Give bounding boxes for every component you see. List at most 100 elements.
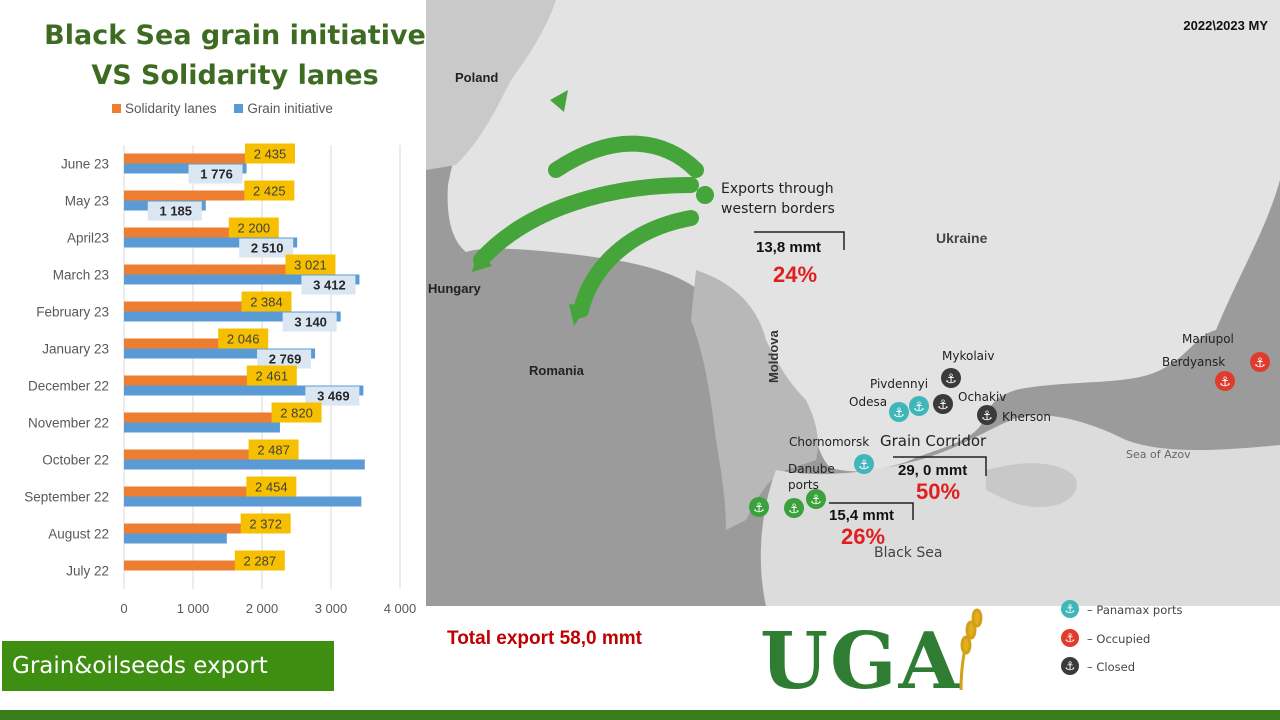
- export-origin-dot: [696, 186, 714, 204]
- data-label-bg-solidarity: [246, 365, 297, 386]
- svg-text:⚓: ⚓: [810, 493, 822, 508]
- category-label: December 22: [28, 379, 109, 394]
- legend-occupied: – Occupied: [1087, 632, 1150, 646]
- corridor-value: 29, 0 mmt: [898, 462, 967, 479]
- bar-chart: 0 1 000 2 000 3 000 4 000 June 23 1 776 2 435 Ma…: [24, 143, 416, 616]
- data-label-bg-solidarity: [248, 439, 299, 460]
- crimea-shape: [986, 463, 1077, 508]
- bar-solidarity-lanes: [124, 153, 293, 164]
- data-label-bg-solidarity: [245, 143, 296, 164]
- bar-grain-initiative: [124, 533, 227, 544]
- anchor-icon: ⚓: [784, 498, 804, 518]
- ukraine-map: Poland Hungary Romania Ukraine Moldova E…: [426, 0, 1280, 710]
- bar-solidarity-lanes: [124, 264, 333, 275]
- legend-label-solidarity: Solidarity lanes: [125, 101, 217, 116]
- svg-text:⚓: ⚓: [753, 501, 765, 516]
- danube-pct: 26%: [841, 524, 885, 549]
- anchor-icon: ⚓: [1061, 629, 1079, 647]
- svg-text:⚓: ⚓: [788, 502, 800, 517]
- data-label-solidarity: 2 372: [249, 517, 282, 532]
- svg-text:⚓: ⚓: [1065, 631, 1076, 645]
- anchor-icon: ⚓: [749, 497, 769, 517]
- label-kherson: Kherson: [1002, 410, 1051, 424]
- bar-solidarity-lanes: [124, 523, 288, 534]
- export-arrowhead-poland: [550, 90, 568, 112]
- data-label-solidarity: 2 425: [253, 184, 286, 199]
- bar-grain-initiative: [124, 237, 298, 248]
- bar-solidarity-lanes: [124, 190, 292, 201]
- data-label-solidarity: 2 454: [255, 480, 288, 495]
- x-tick-label: 0: [120, 601, 127, 616]
- data-label-bg-grain: [301, 275, 356, 295]
- bar-grain-initiative: [124, 385, 364, 396]
- category-label: August 22: [48, 527, 109, 542]
- data-label-bg-grain: [282, 312, 337, 332]
- data-label-bg-solidarity: [246, 476, 297, 497]
- data-label-grain: 3 140: [294, 315, 327, 330]
- anchor-icon: ⚓: [933, 394, 953, 414]
- data-label-bg-grain: [239, 238, 294, 258]
- label-exports-line2: western borders: [721, 201, 835, 217]
- export-arrowhead-hungary: [472, 250, 492, 272]
- export-arrow-hungary: [473, 177, 699, 268]
- chart-legend: Solidarity lanes Grain initiative: [112, 101, 347, 116]
- export-arrowhead-romania: [569, 304, 588, 326]
- data-label-solidarity: 2 046: [227, 332, 260, 347]
- chart-title: Black Sea grain initiative VS Solidarity…: [30, 16, 440, 96]
- western-pct: 24%: [773, 262, 817, 287]
- svg-text:⚓: ⚓: [937, 398, 949, 413]
- data-label-bg-solidarity: [234, 550, 285, 571]
- data-label-grain: 3 412: [313, 278, 346, 293]
- bar-grain-initiative: [124, 422, 280, 433]
- black-sea-shape: [760, 415, 1280, 606]
- label-romania: Romania: [529, 363, 585, 378]
- corridor-pct: 50%: [916, 479, 960, 504]
- data-label-solidarity: 3 021: [294, 258, 327, 273]
- category-label: March 23: [53, 268, 109, 283]
- period-label: 2022\2023 MY: [1183, 18, 1268, 33]
- corridor-bracket: [893, 456, 987, 476]
- data-label-bg-solidarity: [241, 291, 292, 312]
- label-chornomorsk: Chornomorsk: [789, 435, 869, 449]
- data-label-solidarity: 2 435: [254, 147, 287, 162]
- label-mykolaiv: Mykolaiv: [942, 349, 994, 363]
- category-label: January 23: [42, 342, 109, 357]
- anchor-icon: ⚓: [977, 405, 997, 425]
- label-moldova: Moldova: [766, 330, 781, 383]
- data-label-grain: 1 776: [200, 167, 233, 182]
- western-value: 13,8 mmt: [756, 239, 821, 256]
- category-label: November 22: [28, 416, 109, 431]
- anchor-icon: ⚓: [1250, 352, 1270, 372]
- legend-swatch-solidarity: [112, 104, 121, 113]
- data-label-bg-grain: [257, 349, 312, 369]
- bar-grain-initiative: [124, 311, 341, 322]
- data-label-bg-grain: [305, 386, 360, 406]
- category-label: February 23: [36, 305, 109, 320]
- western-bracket: [754, 231, 845, 250]
- legend-item-solidarity: Solidarity lanes: [112, 101, 217, 116]
- bar-solidarity-lanes: [124, 560, 282, 571]
- data-label-solidarity: 2 820: [280, 406, 313, 421]
- title-line-2: VS Solidarity lanes: [91, 60, 379, 91]
- anchor-icon: ⚓: [806, 489, 826, 509]
- data-label-solidarity: 2 287: [244, 554, 277, 569]
- label-ukraine: Ukraine: [936, 230, 988, 246]
- bar-grain-initiative: [124, 274, 360, 285]
- svg-text:⚓: ⚓: [1065, 602, 1076, 616]
- danube-value: 15,4 mmt: [829, 507, 894, 524]
- anchor-icon: ⚓: [1061, 600, 1079, 618]
- data-label-solidarity: 2 487: [257, 443, 290, 458]
- legend-closed: – Closed: [1087, 660, 1135, 674]
- bar-solidarity-lanes: [124, 301, 289, 312]
- x-tick-label: 3 000: [315, 601, 348, 616]
- anchor-icon: ⚓: [854, 454, 874, 474]
- data-label-bg-solidarity: [285, 254, 336, 275]
- bar-grain-initiative: [124, 163, 247, 174]
- data-label-bg-grain: [188, 164, 243, 184]
- danube-bracket: [829, 502, 914, 520]
- svg-text:⚓: ⚓: [1254, 356, 1266, 371]
- export-badge: Grain&oilseeds export: [2, 641, 334, 691]
- bar-solidarity-lanes: [124, 449, 296, 460]
- wheat-icon: [959, 608, 983, 691]
- legend-item-grain: Grain initiative: [234, 101, 333, 116]
